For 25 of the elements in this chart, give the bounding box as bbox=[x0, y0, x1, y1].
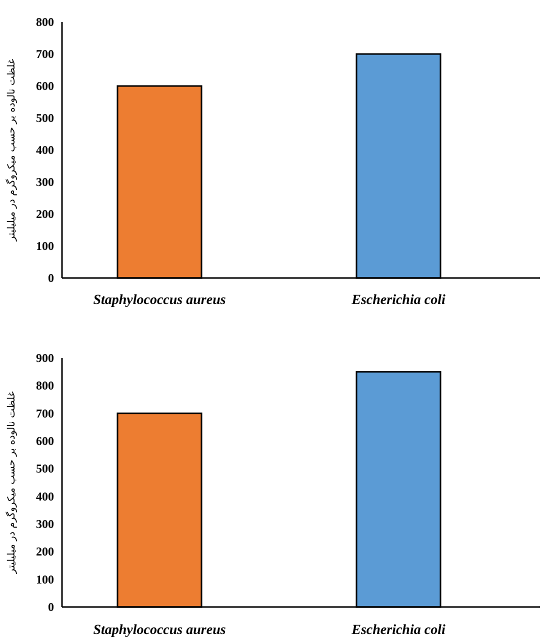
y-axis-title: غلظت نالوده بر حسب میکروگرم در میلیلیتر bbox=[6, 58, 18, 242]
y-tick-label: 500 bbox=[36, 111, 54, 125]
y-tick-label: 0 bbox=[48, 271, 54, 285]
y-tick-label: 400 bbox=[36, 489, 54, 504]
x-tick-label: Staphylococcus aureus bbox=[93, 623, 226, 637]
y-tick-label: 800 bbox=[36, 378, 54, 393]
x-tick-label: Escherichia coli bbox=[350, 623, 446, 637]
y-axis-title: غلظت نالوده بر حسب میکروگرم در میلیلیتر bbox=[6, 391, 18, 575]
y-tick-label: 700 bbox=[36, 406, 54, 420]
y-tick-label: 100 bbox=[36, 572, 54, 586]
y-tick-label: 100 bbox=[36, 239, 54, 253]
x-tick-label: Staphylococcus aureus bbox=[93, 293, 226, 308]
y-tick-label: 0 bbox=[48, 600, 54, 614]
y-tick-label: 300 bbox=[36, 517, 54, 531]
y-tick-label: 300 bbox=[36, 175, 54, 189]
y-tick-label: 700 bbox=[36, 47, 54, 61]
y-tick-label: 200 bbox=[36, 544, 54, 559]
y-tick-label: 900 bbox=[36, 351, 54, 365]
y-tick-label: 600 bbox=[36, 79, 54, 93]
y-tick-label: 600 bbox=[36, 434, 54, 448]
y-tick-label: 800 bbox=[36, 15, 54, 29]
x-tick-label: Escherichia coli bbox=[350, 293, 446, 308]
y-tick-label: 200 bbox=[36, 207, 54, 221]
y-tick-label: 500 bbox=[36, 462, 54, 476]
y-tick-label: 400 bbox=[36, 143, 54, 157]
